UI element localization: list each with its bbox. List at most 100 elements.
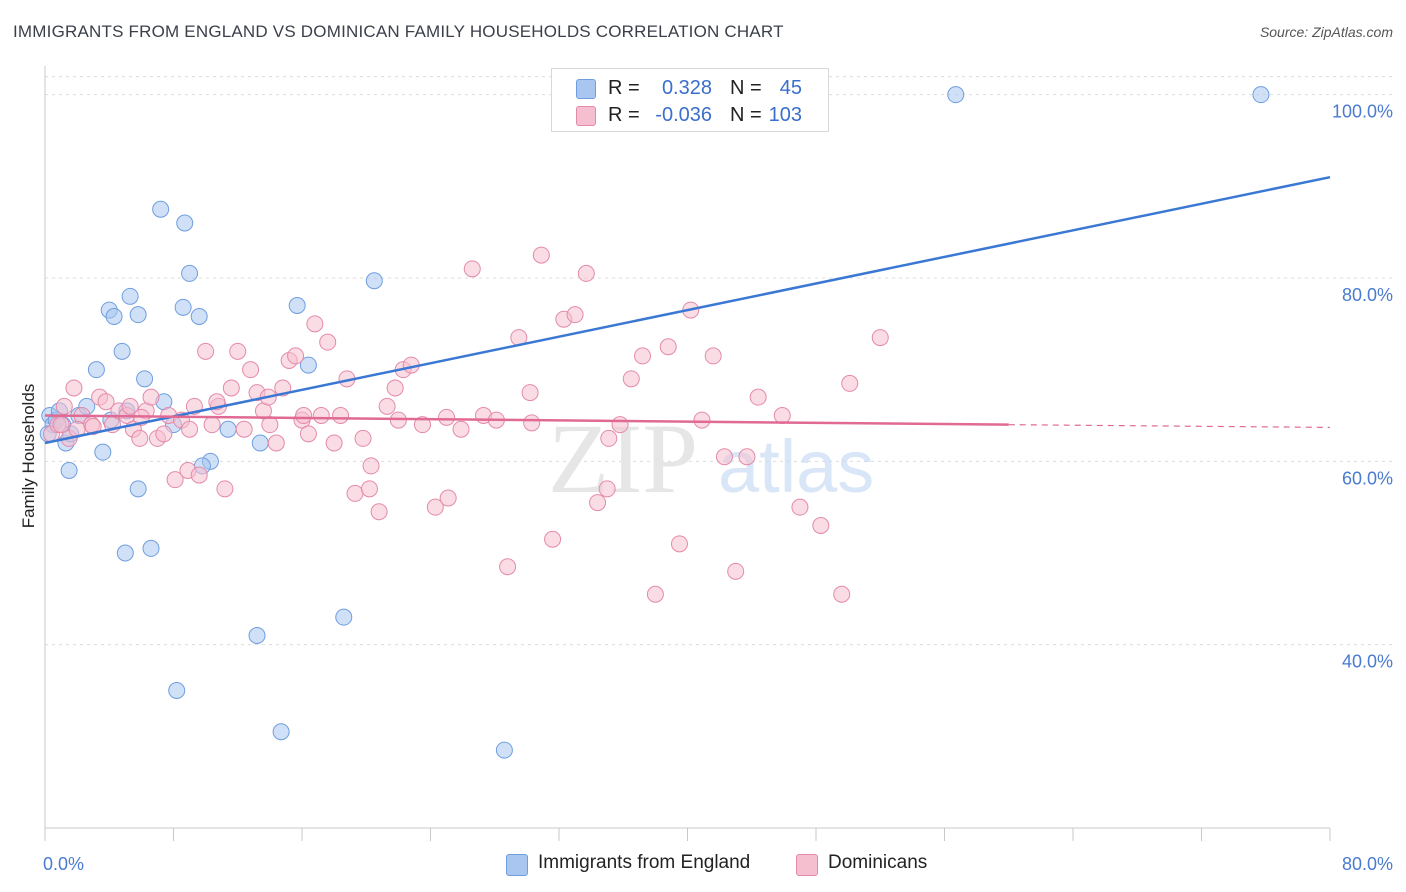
point-dominicans xyxy=(55,397,73,415)
point-dominicans xyxy=(216,480,234,498)
x-tick-label: 80.0% xyxy=(1342,854,1393,874)
axes xyxy=(44,66,1331,841)
chart-title: IMMIGRANTS FROM ENGLAND VS DOMINICAN FAM… xyxy=(13,22,784,41)
bottom-legend-swatch-england xyxy=(506,854,528,876)
point-england xyxy=(60,462,78,479)
point-dominicans xyxy=(438,408,456,426)
point-dominicans xyxy=(727,562,745,580)
y-axis-title: Family Households xyxy=(19,384,38,529)
point-dominicans xyxy=(267,434,285,452)
point-england xyxy=(121,287,139,305)
data-points xyxy=(39,86,1270,759)
point-dominicans xyxy=(738,448,756,466)
point-dominicans xyxy=(693,411,711,429)
point-england xyxy=(190,308,208,325)
point-dominicans xyxy=(235,420,253,438)
point-england xyxy=(142,539,160,557)
correlation-legend: R = 0.328 N = 45 R = -0.036 N = 103 xyxy=(551,68,829,132)
y-tick-label: 80.0% xyxy=(1342,285,1393,305)
y-tick-label: 100.0% xyxy=(1332,102,1393,122)
point-dominicans xyxy=(121,397,139,415)
point-dominicans xyxy=(242,361,260,379)
legend-n-label: N = xyxy=(730,104,762,126)
point-dominicans xyxy=(611,416,629,434)
point-dominicans xyxy=(299,425,317,443)
legend-swatch-england xyxy=(576,79,596,99)
point-dominicans xyxy=(452,420,470,438)
source-label: Source: ZipAtlas.com xyxy=(1259,24,1393,40)
point-england xyxy=(116,544,134,562)
legend-n-value: 103 xyxy=(768,104,802,126)
point-england xyxy=(105,308,123,325)
point-dominicans xyxy=(332,407,350,424)
point-dominicans xyxy=(229,342,247,360)
point-dominicans xyxy=(190,466,208,484)
point-england xyxy=(299,356,317,374)
point-england xyxy=(1252,86,1270,104)
point-dominicans xyxy=(295,407,313,424)
point-dominicans xyxy=(131,429,149,447)
trend-line-dominicans xyxy=(44,414,1009,426)
point-dominicans xyxy=(360,480,378,498)
point-england xyxy=(94,443,112,461)
legend-r-value: -0.036 xyxy=(655,104,712,126)
point-dominicans xyxy=(833,585,851,603)
point-england xyxy=(113,342,131,360)
legend-r-label: R = xyxy=(608,77,640,99)
point-england xyxy=(248,627,266,644)
point-dominicans xyxy=(622,370,640,388)
point-dominicans xyxy=(532,246,550,264)
bottom-legend-label-dominicans: Dominicans xyxy=(828,852,928,873)
point-dominicans xyxy=(84,418,102,435)
point-dominicans xyxy=(306,315,324,333)
point-dominicans xyxy=(577,264,595,282)
point-dominicans xyxy=(203,416,221,434)
bottom-legend-label-england: Immigrants from England xyxy=(538,852,751,873)
bottom-legend-swatch-dominicans xyxy=(796,854,818,876)
watermark-atlas: atlas xyxy=(718,425,874,508)
point-dominicans xyxy=(634,347,652,365)
point-dominicans xyxy=(142,388,160,406)
point-dominicans xyxy=(319,333,337,351)
point-england xyxy=(152,200,170,218)
point-england xyxy=(174,298,192,316)
trend-line-dominicans-extension xyxy=(1008,424,1331,429)
point-dominicans xyxy=(589,494,607,512)
trend-lines xyxy=(44,175,1331,445)
point-dominicans xyxy=(773,407,791,424)
point-england xyxy=(168,682,186,699)
point-dominicans xyxy=(312,407,330,424)
point-dominicans xyxy=(362,457,380,475)
legend-r-label: R = xyxy=(608,104,640,126)
point-england xyxy=(129,306,147,324)
point-dominicans xyxy=(715,448,733,466)
point-dominicans xyxy=(463,260,481,278)
point-dominicans xyxy=(413,416,431,434)
point-dominicans xyxy=(704,347,722,365)
point-england xyxy=(288,297,306,314)
point-dominicans xyxy=(155,425,173,443)
point-dominicans xyxy=(386,379,404,397)
point-england xyxy=(176,214,194,232)
point-england xyxy=(219,420,237,438)
point-dominicans xyxy=(346,484,364,502)
point-dominicans xyxy=(378,397,396,415)
point-england xyxy=(251,434,269,452)
x-tick-label: 0.0% xyxy=(43,854,84,874)
point-dominicans xyxy=(354,429,372,447)
point-dominicans xyxy=(598,480,616,498)
point-dominicans xyxy=(222,379,240,397)
point-dominicans xyxy=(181,420,199,438)
point-dominicans xyxy=(749,388,767,406)
legend-n-value: 45 xyxy=(779,77,802,99)
legend-r-value: 0.328 xyxy=(661,77,712,99)
point-england xyxy=(335,608,353,626)
point-dominicans xyxy=(659,338,677,356)
point-dominicans xyxy=(600,429,618,447)
point-dominicans xyxy=(841,374,859,392)
legend-row-dominicans: R = -0.036 N = 103 xyxy=(552,102,828,128)
y-tick-label: 60.0% xyxy=(1342,468,1393,488)
point-england xyxy=(365,272,383,290)
tick-labels: 40.0% 60.0% 80.0% 100.0% 0.0% 80.0% xyxy=(43,102,1393,874)
point-dominicans xyxy=(871,329,889,347)
